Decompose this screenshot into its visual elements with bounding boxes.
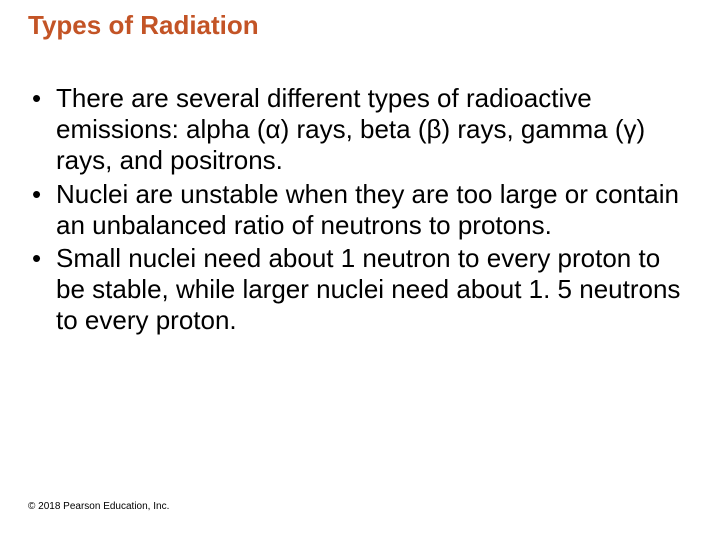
list-item: Small nuclei need about 1 neutron to eve… — [28, 243, 692, 337]
slide: Types of Radiation There are several dif… — [0, 0, 720, 540]
slide-title: Types of Radiation — [28, 10, 692, 41]
list-item: Nuclei are unstable when they are too la… — [28, 179, 692, 241]
copyright-text: © 2018 Pearson Education, Inc. — [28, 501, 169, 512]
list-item: There are several different types of rad… — [28, 83, 692, 177]
bullet-list: There are several different types of rad… — [28, 83, 692, 337]
